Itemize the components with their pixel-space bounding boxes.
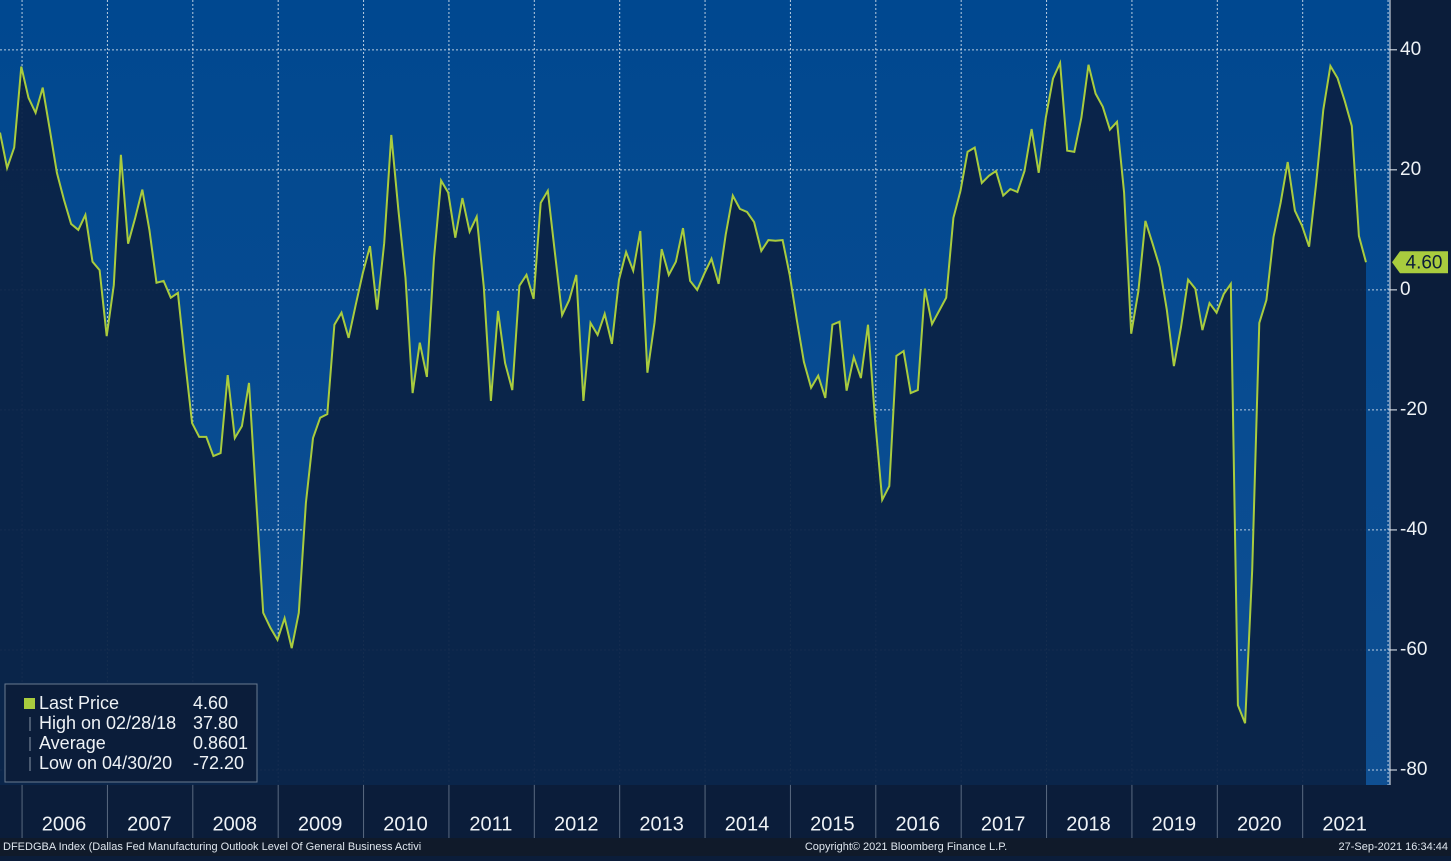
y-tick-label: -40	[1400, 519, 1427, 540]
x-tick-label: 2006	[42, 813, 87, 835]
x-tick-label: 2013	[639, 813, 684, 835]
footer-copyright: Copyright© 2021 Bloomberg Finance L.P.	[805, 841, 1007, 853]
legend-value: 37.80	[193, 713, 238, 733]
x-tick-label: 2018	[1066, 813, 1111, 835]
y-tick-label: 0	[1400, 279, 1411, 300]
y-tick-label: -20	[1400, 399, 1427, 420]
axis-background	[1390, 0, 1451, 838]
plot	[0, 0, 1390, 785]
legend-swatch	[24, 698, 35, 709]
legend-value: 4.60	[193, 693, 228, 713]
y-tick-label: 40	[1400, 39, 1421, 60]
legend-box	[4, 683, 258, 783]
x-tick-label: 2007	[127, 813, 172, 835]
x-tick-label: 2015	[810, 813, 855, 835]
footer-ticker: DFEDGBA Index (Dallas Fed Manufacturing …	[3, 841, 421, 853]
legend-value: 0.8601	[193, 733, 248, 753]
x-tick-label: 2019	[1152, 813, 1197, 835]
x-tick-label: 2014	[725, 813, 770, 835]
last-price-tag-label: 4.60	[1406, 252, 1443, 273]
y-tick-label: -80	[1400, 759, 1427, 780]
x-tick-label: 2021	[1322, 813, 1367, 835]
x-tick-label: 2016	[896, 813, 941, 835]
legend	[4, 683, 258, 783]
x-axis-background	[0, 785, 1390, 838]
legend-label: High on 02/28/18	[39, 713, 176, 733]
legend-label: Average	[39, 733, 106, 753]
y-tick-label: -60	[1400, 639, 1427, 660]
x-tick-label: 2010	[383, 813, 428, 835]
x-tick-label: 2009	[298, 813, 343, 835]
x-tick-label: 2012	[554, 813, 599, 835]
legend-value: -72.20	[193, 753, 244, 773]
footer-background	[0, 838, 1451, 856]
x-tick-label: 2011	[469, 813, 512, 835]
footer-timestamp: 27-Sep-2021 16:34:44	[1339, 841, 1448, 853]
legend-label: Low on 04/30/20	[39, 753, 172, 773]
area	[0, 63, 1366, 785]
last-price-tag	[1392, 251, 1448, 274]
x-tick-label: 2017	[981, 813, 1026, 835]
y-tick-label: 20	[1400, 159, 1421, 180]
legend-label: Last Price	[39, 693, 119, 713]
x-tick-label: 2008	[213, 813, 258, 835]
x-tick-label: 2020	[1237, 813, 1282, 835]
line	[0, 59, 1367, 724]
